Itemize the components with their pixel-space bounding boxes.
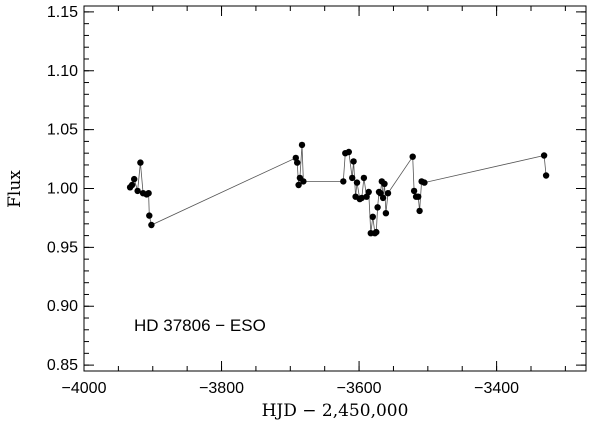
data-point: [415, 193, 422, 200]
y-tick-label: 1.05: [47, 122, 78, 139]
data-point: [374, 204, 381, 211]
x-axis-label: HJD − 2,450,000: [262, 401, 409, 421]
data-point: [358, 194, 365, 202]
data-point: [542, 172, 550, 179]
y-tick-label: 1.00: [47, 181, 78, 198]
data-point: [349, 174, 356, 182]
data-point: [131, 175, 138, 183]
data-point: [294, 159, 301, 166]
data-point: [379, 194, 387, 202]
data-point: [410, 187, 418, 195]
axis-ticks: [83, 6, 586, 371]
data-point: [137, 159, 144, 166]
data-point: [416, 207, 423, 215]
data-point: [145, 190, 152, 197]
data-point: [381, 180, 388, 187]
y-axis-label: Flux: [5, 170, 25, 208]
x-tick-label: −4000: [62, 380, 107, 397]
data-point: [295, 181, 302, 189]
y-tick-label: 1.15: [47, 4, 78, 21]
y-tick-label: 1.10: [47, 63, 78, 80]
data-point: [384, 190, 392, 197]
data-point: [540, 152, 548, 159]
data-point: [340, 178, 347, 185]
data-point: [134, 187, 141, 195]
data-point: [409, 153, 416, 160]
data-point: [421, 179, 428, 186]
y-tick-label: 0.95: [47, 239, 78, 256]
data-point: [360, 174, 368, 182]
data-point: [350, 158, 357, 165]
data-point: [377, 190, 384, 197]
data-point: [382, 210, 390, 217]
axis-tick-labels: 0.85 0.90 0.95 1.00 1.05 1.10 1.15 −4000 −3800 −3…: [47, 4, 519, 397]
y-tick-label: 0.90: [47, 298, 78, 315]
y-tick-label: 0.85: [47, 357, 78, 374]
x-tick-label: −3600: [337, 380, 382, 397]
data-point: [148, 221, 155, 229]
data-point: [353, 179, 361, 186]
data-points: [126, 141, 550, 237]
data-point: [298, 141, 306, 149]
data-point: [128, 181, 136, 189]
chart-annotation: HD 37806 − ESO: [134, 316, 266, 335]
data-point: [345, 148, 352, 156]
x-tick-label: −3800: [199, 380, 244, 397]
data-point: [373, 228, 380, 236]
data-point: [300, 178, 307, 185]
data-point: [146, 212, 153, 219]
data-point: [369, 213, 376, 220]
x-tick-label: −3400: [474, 380, 519, 397]
series-line: [129, 144, 547, 234]
data-point: [365, 188, 372, 196]
